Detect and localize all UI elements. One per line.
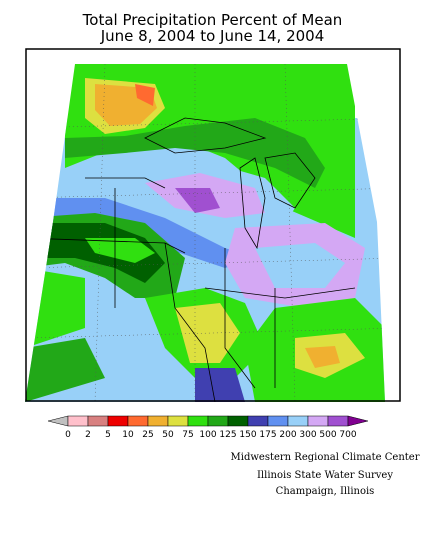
map-title-line2: June 8, 2004 to June 14, 2004 — [100, 27, 325, 45]
legend-swatch — [87, 415, 109, 427]
precipitation-map — [25, 48, 401, 402]
color-legend: 0 2 5 10 25 50 75 100 125 150 175 200 300 500 700 — [47, 415, 369, 440]
legend-swatch — [347, 415, 369, 427]
legend-swatch — [127, 415, 149, 427]
legend-swatch — [167, 415, 189, 427]
legend-label: 500 — [319, 430, 336, 440]
legend-label: 300 — [299, 430, 316, 440]
legend-label: 100 — [199, 430, 216, 440]
legend-swatch — [47, 415, 69, 427]
legend-swatch — [207, 415, 229, 427]
legend-swatch — [287, 415, 309, 427]
legend-label: 50 — [162, 430, 174, 440]
legend-swatch — [227, 415, 249, 427]
credit-line1: Midwestern Regional Climate Center — [230, 452, 420, 463]
legend-swatch — [327, 415, 349, 427]
legend-swatch — [247, 415, 269, 427]
legend-label: 10 — [122, 430, 134, 440]
legend-label: 700 — [339, 430, 356, 440]
legend-label: 2 — [85, 430, 91, 440]
legend-label: 0 — [65, 430, 71, 440]
credit-line3: Champaign, Illinois — [275, 486, 375, 497]
legend-swatch — [187, 415, 209, 427]
legend-label: 75 — [182, 430, 193, 440]
legend-label: 5 — [105, 430, 111, 440]
legend-swatch — [67, 415, 89, 427]
legend-swatch — [267, 415, 289, 427]
legend-label: 175 — [259, 430, 276, 440]
legend-label: 125 — [219, 430, 236, 440]
legend-swatch — [107, 415, 129, 427]
legend-swatch — [147, 415, 169, 427]
legend-label: 150 — [239, 430, 256, 440]
credit-line2: Illinois State Water Survey — [256, 470, 393, 481]
legend-label: 200 — [279, 430, 296, 440]
legend-swatches — [47, 415, 369, 427]
legend-labels: 0 2 5 10 25 50 75 100 125 150 175 200 300 500 700 — [65, 430, 357, 440]
legend-swatch — [307, 415, 329, 427]
map-title-line1: Total Precipitation Percent of Mean — [82, 11, 343, 29]
legend-label: 25 — [142, 430, 153, 440]
